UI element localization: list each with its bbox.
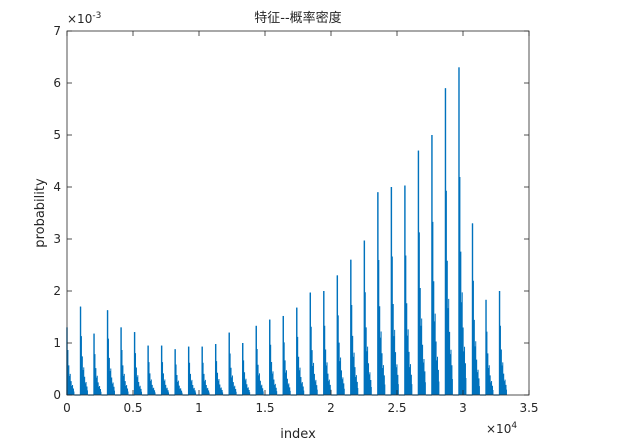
x-axis-label: index bbox=[280, 427, 316, 442]
x-tick-label: 3 bbox=[459, 401, 467, 415]
series-peak-13 bbox=[242, 343, 257, 396]
series-peak-25 bbox=[404, 185, 419, 396]
y-tick-label: 0 bbox=[53, 388, 61, 402]
x-tick-label: 2 bbox=[327, 401, 335, 415]
series-peak-3 bbox=[106, 310, 122, 396]
x-axis-ticks: 0 0.5 1 1.5 2 2.5 3 3.5 bbox=[63, 31, 539, 415]
x-tick-label: 1.5 bbox=[255, 401, 274, 415]
series-peak-27 bbox=[431, 135, 446, 396]
axes-box bbox=[66, 30, 530, 396]
series-peak-32 bbox=[498, 291, 507, 395]
series-peak-23 bbox=[377, 192, 392, 396]
y-exponent-power: -3 bbox=[92, 11, 101, 21]
x-tick-label: 1 bbox=[195, 401, 203, 415]
series-line-group bbox=[66, 67, 507, 396]
series-peak-5 bbox=[133, 332, 149, 396]
y-axis-ticks: 0 1 2 3 4 5 6 7 bbox=[53, 24, 529, 402]
y-tick-label: 1 bbox=[53, 336, 61, 350]
series-peak-21 bbox=[350, 259, 365, 396]
y-tick-label: 7 bbox=[53, 24, 61, 38]
y-tick-label: 6 bbox=[53, 76, 61, 90]
y-exponent-label: ×10-3 bbox=[67, 11, 101, 26]
x-tick-label: 2.5 bbox=[387, 401, 406, 415]
series-peak-30 bbox=[471, 223, 487, 396]
y-exponent-base: ×10 bbox=[67, 12, 92, 26]
y-axis-label: probability bbox=[33, 178, 48, 248]
series-peak-24 bbox=[390, 187, 405, 396]
series-peak-28 bbox=[444, 88, 459, 396]
x-exponent-power: 4 bbox=[511, 421, 517, 431]
x-exponent-base: ×10 bbox=[486, 422, 511, 436]
series-peak-14 bbox=[255, 325, 270, 396]
x-tick-label: 0 bbox=[63, 401, 71, 415]
series-peak-1 bbox=[79, 306, 95, 396]
y-tick-label: 2 bbox=[53, 284, 61, 298]
y-tick-label: 5 bbox=[53, 128, 61, 142]
plot-area bbox=[67, 31, 529, 395]
series-peak-31 bbox=[485, 299, 500, 396]
y-tick-label: 4 bbox=[53, 180, 61, 194]
x-exponent-label: ×104 bbox=[486, 421, 517, 436]
x-tick-label: 0.5 bbox=[123, 401, 142, 415]
y-tick-label: 3 bbox=[53, 232, 61, 246]
series-peak-20 bbox=[336, 275, 351, 396]
axes-frame bbox=[66, 30, 530, 396]
chart-title: 特征--概率密度 bbox=[254, 10, 341, 26]
series-peak-19 bbox=[323, 291, 338, 396]
x-tick-label: 3.5 bbox=[519, 401, 538, 415]
series-peak-15 bbox=[269, 319, 284, 396]
series-peak-22 bbox=[363, 240, 378, 396]
series-peak-29 bbox=[458, 67, 473, 396]
